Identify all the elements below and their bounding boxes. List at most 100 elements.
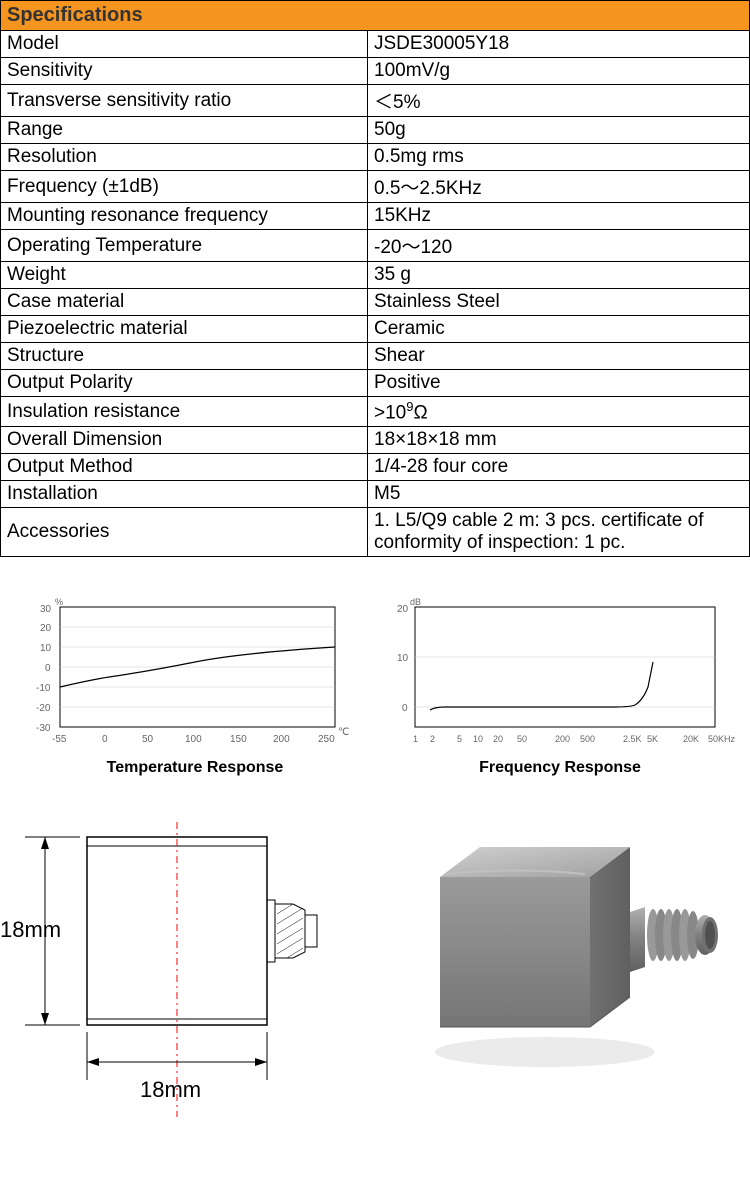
spec-label: Output Method xyxy=(1,454,368,481)
spec-label: Overall Dimension xyxy=(1,427,368,454)
table-row: StructureShear xyxy=(1,343,750,370)
svg-text:-30: -30 xyxy=(36,723,51,734)
spec-value: 0.5mg rms xyxy=(368,144,750,171)
spec-label: Frequency (±1dB) xyxy=(1,171,368,203)
svg-text:50: 50 xyxy=(142,734,154,745)
table-row: Output Method1/4-28 four core xyxy=(1,454,750,481)
table-row: Transverse sensitivity ratio＜5% xyxy=(1,85,750,117)
temp-chart-title: Temperature Response xyxy=(107,759,284,777)
spec-value: 15KHz xyxy=(368,203,750,230)
table-row: Resolution0.5mg rms xyxy=(1,144,750,171)
spec-value: >109Ω xyxy=(368,397,750,427)
svg-text:-20: -20 xyxy=(36,703,51,714)
charts-row: 30 20 10 0 -10 -20 -30 % ℃ -55 0 50 100 … xyxy=(0,557,750,787)
table-row: Case materialStainless Steel xyxy=(1,289,750,316)
spec-label: Transverse sensitivity ratio xyxy=(1,85,368,117)
frequency-response-chart: 20 10 0 dB 1 2 5 10 20 50 200 500 2.5K 5… xyxy=(385,597,735,757)
table-row: Frequency (±1dB)0.5～2.5KHz xyxy=(1,171,750,203)
spec-value: 1/4-28 four core xyxy=(368,454,750,481)
height-label: 18mm xyxy=(0,917,61,942)
spec-label: Range xyxy=(1,117,368,144)
svg-text:2.5K: 2.5K xyxy=(623,734,642,744)
spec-label: Operating Temperature xyxy=(1,230,368,262)
svg-text:5: 5 xyxy=(457,734,462,744)
svg-text:20: 20 xyxy=(493,734,503,744)
spec-value: 35 g xyxy=(368,262,750,289)
table-row: ModelJSDE30005Y18 xyxy=(1,31,750,58)
svg-text:℃: ℃ xyxy=(338,727,349,738)
table-row: Output PolarityPositive xyxy=(1,370,750,397)
spec-label: Weight xyxy=(1,262,368,289)
svg-text:2: 2 xyxy=(430,734,435,744)
svg-text:0: 0 xyxy=(45,663,51,674)
bottom-row: 18mm 18mm xyxy=(0,787,750,1137)
spec-label: Accessories xyxy=(1,508,368,557)
spec-label: Piezoelectric material xyxy=(1,316,368,343)
svg-text:30: 30 xyxy=(40,604,52,615)
spec-value: JSDE30005Y18 xyxy=(368,31,750,58)
svg-text:10: 10 xyxy=(40,643,52,654)
svg-text:200: 200 xyxy=(555,734,570,744)
spec-value: M5 xyxy=(368,481,750,508)
freq-chart-title: Frequency Response xyxy=(479,759,641,777)
table-row: Operating Temperature-20～120 xyxy=(1,230,750,262)
spec-value: 100mV/g xyxy=(368,58,750,85)
spec-label: Mounting resonance frequency xyxy=(1,203,368,230)
svg-text:20K: 20K xyxy=(683,734,699,744)
spec-label: Resolution xyxy=(1,144,368,171)
spec-label: Installation xyxy=(1,481,368,508)
table-row: Weight35 g xyxy=(1,262,750,289)
svg-text:50KHz: 50KHz xyxy=(708,734,735,744)
spec-label: Structure xyxy=(1,343,368,370)
spec-value: 50g xyxy=(368,117,750,144)
table-row: Piezoelectric materialCeramic xyxy=(1,316,750,343)
table-row: Accessories1. L5/Q9 cable 2 m: 3 pcs. ce… xyxy=(1,508,750,557)
table-row: Range50g xyxy=(1,117,750,144)
svg-text:10: 10 xyxy=(473,734,483,744)
svg-text:200: 200 xyxy=(273,734,290,745)
svg-text:20: 20 xyxy=(40,623,52,634)
spec-value: Stainless Steel xyxy=(368,289,750,316)
svg-text:-55: -55 xyxy=(52,734,67,745)
spec-value: 18×18×18 mm xyxy=(368,427,750,454)
svg-text:10: 10 xyxy=(397,653,409,664)
svg-text:1: 1 xyxy=(413,734,418,744)
temperature-response-chart: 30 20 10 0 -10 -20 -30 % ℃ -55 0 50 100 … xyxy=(25,597,365,757)
table-header: Specifications xyxy=(1,1,750,31)
table-row: Mounting resonance frequency15KHz xyxy=(1,203,750,230)
spec-label: Insulation resistance xyxy=(1,397,368,427)
spec-label: Model xyxy=(1,31,368,58)
svg-text:0: 0 xyxy=(102,734,108,745)
spec-value: Shear xyxy=(368,343,750,370)
spec-value: 1. L5/Q9 cable 2 m: 3 pcs. certificate o… xyxy=(368,508,750,557)
svg-text:5K: 5K xyxy=(647,734,658,744)
spec-value: Positive xyxy=(368,370,750,397)
spec-value: Ceramic xyxy=(368,316,750,343)
spec-label: Case material xyxy=(1,289,368,316)
table-row: InstallationM5 xyxy=(1,481,750,508)
spec-value: 0.5～2.5KHz xyxy=(368,171,750,203)
temperature-chart-container: 30 20 10 0 -10 -20 -30 % ℃ -55 0 50 100 … xyxy=(25,597,365,777)
svg-text:dB: dB xyxy=(410,597,421,607)
svg-text:150: 150 xyxy=(230,734,247,745)
svg-text:100: 100 xyxy=(185,734,202,745)
svg-text:0: 0 xyxy=(402,703,408,714)
spec-label: Output Polarity xyxy=(1,370,368,397)
svg-text:250: 250 xyxy=(318,734,335,745)
sensor-3d-render xyxy=(395,807,735,1107)
svg-text:500: 500 xyxy=(580,734,595,744)
frequency-chart-container: 20 10 0 dB 1 2 5 10 20 50 200 500 2.5K 5… xyxy=(385,597,735,777)
table-row: Sensitivity100mV/g xyxy=(1,58,750,85)
table-row: Insulation resistance>109Ω xyxy=(1,397,750,427)
spec-label: Sensitivity xyxy=(1,58,368,85)
svg-text:-10: -10 xyxy=(36,683,51,694)
specifications-table: Specifications ModelJSDE30005Y18Sensitiv… xyxy=(0,0,750,557)
dimension-drawing: 18mm 18mm xyxy=(0,807,370,1127)
svg-text:20: 20 xyxy=(397,604,409,615)
svg-text:%: % xyxy=(55,597,63,607)
table-row: Overall Dimension18×18×18 mm xyxy=(1,427,750,454)
spec-value: ＜5% xyxy=(368,85,750,117)
svg-text:50: 50 xyxy=(517,734,527,744)
spec-value: -20～120 xyxy=(368,230,750,262)
width-label: 18mm xyxy=(140,1077,201,1102)
